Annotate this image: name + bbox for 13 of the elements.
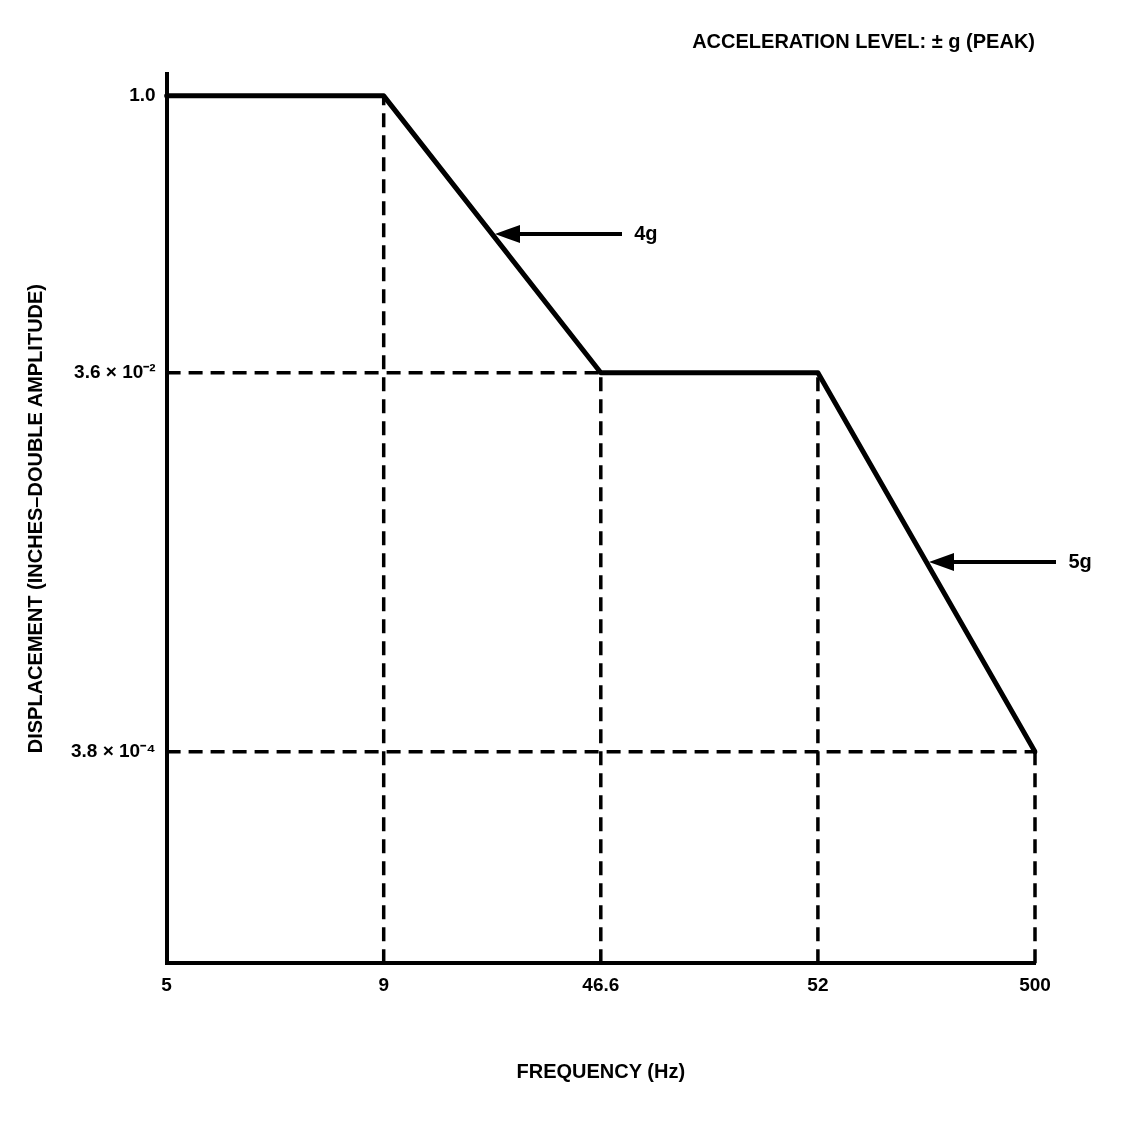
x-tick-label: 9 <box>378 973 389 995</box>
x-tick-label: 500 <box>1019 973 1051 995</box>
y-tick-label: 1.0 <box>129 84 156 106</box>
x-tick-label: 5 <box>161 973 173 995</box>
text: 5g <box>1068 549 1092 572</box>
y-tick-label: 3.6 × 10⁻² <box>74 360 156 382</box>
x-axis-title: FREQUENCY (Hz) <box>516 1059 686 1082</box>
x-tick-label: 46.6 <box>582 973 620 995</box>
y-axis-title: DISPLACEMENT (INCHES–DOUBLE AMPLITUDE) <box>23 283 46 754</box>
y-tick-label: 3.8 × 10⁻⁴ <box>70 739 156 761</box>
x-tick-label: 52 <box>807 973 829 995</box>
annotation: 4g <box>634 221 658 244</box>
chart-title: ACCELERATION LEVEL: ± g (PEAK) <box>692 29 1035 52</box>
